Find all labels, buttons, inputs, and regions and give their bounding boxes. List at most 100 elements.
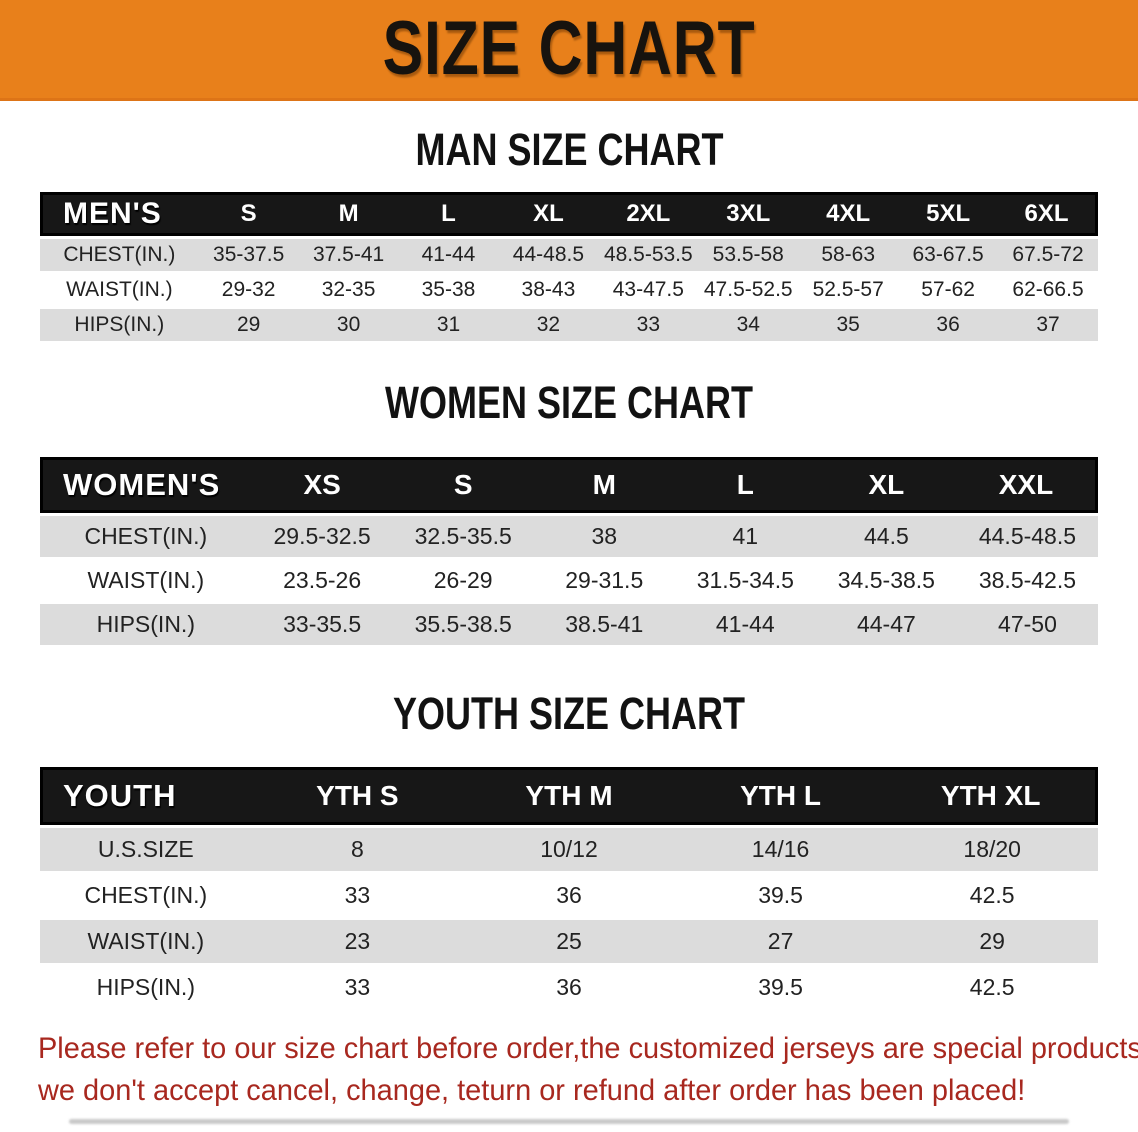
women-size-header: XL xyxy=(815,456,957,513)
value-cell: 34 xyxy=(698,308,799,341)
value-cell: 33 xyxy=(598,308,699,341)
value-cell: 30 xyxy=(298,308,399,341)
row-label: HIPS(IN.) xyxy=(40,308,199,341)
value-cell: 39.5 xyxy=(674,874,887,918)
value-cell: 41 xyxy=(674,515,816,557)
youth-waist-row: WAIST(IN.) 23 25 27 29 xyxy=(40,920,1098,964)
women-size-header: S xyxy=(392,456,534,513)
value-cell: 33-35.5 xyxy=(251,603,393,645)
youth-size-header: YTH L xyxy=(674,767,887,826)
men-size-header: 6XL xyxy=(998,191,1098,236)
women-size-header: XS xyxy=(251,456,393,513)
women-section-heading: WOMEN SIZE CHART xyxy=(0,377,1138,429)
value-cell: 52.5-57 xyxy=(798,273,899,306)
value-cell: 48.5-53.5 xyxy=(598,238,699,271)
youth-chest-row: CHEST(IN.) 33 36 39.5 42.5 xyxy=(40,874,1098,918)
youth-header-row: YOUTH YTH S YTH M YTH L YTH XL xyxy=(40,767,1098,826)
value-cell: 35-38 xyxy=(398,273,499,306)
youth-ussize-row: U.S.SIZE 8 10/12 14/16 18/20 xyxy=(40,828,1098,872)
men-waist-row: WAIST(IN.) 29-32 32-35 35-38 38-43 43-47… xyxy=(40,273,1098,306)
men-size-table: MEN'S S M L XL 2XL 3XL 4XL 5XL 6XL CHEST… xyxy=(40,189,1098,344)
value-cell: 47-50 xyxy=(956,603,1098,645)
value-cell: 44-47 xyxy=(815,603,957,645)
value-cell: 57-62 xyxy=(898,273,999,306)
women-section: WOMEN SIZE CHART WOMEN'S XS S M L XL XXL… xyxy=(0,377,1138,648)
row-label: WAIST(IN.) xyxy=(40,559,252,601)
disclaimer-line-1: Please refer to our size chart before or… xyxy=(38,1032,1138,1066)
value-cell: 43-47.5 xyxy=(598,273,699,306)
youth-section: YOUTH SIZE CHART YOUTH YTH S YTH M YTH L… xyxy=(0,688,1138,1013)
value-cell: 38 xyxy=(533,515,675,557)
value-cell: 8 xyxy=(251,828,464,872)
men-header-row: MEN'S S M L XL 2XL 3XL 4XL 5XL 6XL xyxy=(40,191,1098,236)
disclaimer-line-2: we don't accept cancel, change, teturn o… xyxy=(38,1073,1026,1107)
value-cell: 38-43 xyxy=(498,273,599,306)
value-cell: 62-66.5 xyxy=(998,273,1098,306)
value-cell: 33 xyxy=(251,874,464,918)
value-cell: 38.5-42.5 xyxy=(956,559,1098,601)
value-cell: 23 xyxy=(251,920,464,964)
men-size-header: L xyxy=(398,191,499,236)
value-cell: 41-44 xyxy=(674,603,816,645)
men-hips-row: HIPS(IN.) 29 30 31 32 33 34 35 36 37 xyxy=(40,308,1098,341)
value-cell: 37.5-41 xyxy=(298,238,399,271)
youth-size-header: YTH M xyxy=(463,767,675,826)
value-cell: 44.5 xyxy=(815,515,957,557)
value-cell: 67.5-72 xyxy=(998,238,1098,271)
men-corner-label: MEN'S xyxy=(40,191,199,236)
youth-size-header: YTH S xyxy=(251,767,464,826)
women-size-table: WOMEN'S XS S M L XL XXL CHEST(IN.) 29.5-… xyxy=(40,454,1098,648)
value-cell: 31 xyxy=(398,308,499,341)
page-title: SIZE CHART xyxy=(336,11,802,87)
men-section-heading-text: MAN SIZE CHART xyxy=(414,124,723,175)
value-cell: 32.5-35.5 xyxy=(392,515,534,557)
women-corner-label: WOMEN'S xyxy=(40,456,252,513)
women-waist-row: WAIST(IN.) 23.5-26 26-29 29-31.5 31.5-34… xyxy=(40,559,1098,601)
disclaimer: Please refer to our size chart before or… xyxy=(38,1028,1138,1111)
value-cell: 41-44 xyxy=(398,238,499,271)
row-label: WAIST(IN.) xyxy=(40,273,199,306)
row-label: CHEST(IN.) xyxy=(40,238,199,271)
value-cell: 37 xyxy=(998,308,1098,341)
youth-size-header: YTH XL xyxy=(886,767,1098,826)
men-section: MAN SIZE CHART MEN'S S M L XL 2XL 3XL 4X… xyxy=(0,124,1138,344)
value-cell: 53.5-58 xyxy=(698,238,799,271)
row-label: WAIST(IN.) xyxy=(40,920,252,964)
men-size-header: 5XL xyxy=(898,191,999,236)
value-cell: 34.5-38.5 xyxy=(815,559,957,601)
value-cell: 26-29 xyxy=(392,559,534,601)
youth-hips-row: HIPS(IN.) 33 36 39.5 42.5 xyxy=(40,966,1098,1010)
youth-corner-label: YOUTH xyxy=(40,767,252,826)
value-cell: 29 xyxy=(886,920,1098,964)
men-section-heading: MAN SIZE CHART xyxy=(0,124,1138,176)
women-size-header: M xyxy=(533,456,675,513)
value-cell: 38.5-41 xyxy=(533,603,675,645)
value-cell: 14/16 xyxy=(674,828,887,872)
value-cell: 29-31.5 xyxy=(533,559,675,601)
value-cell: 35.5-38.5 xyxy=(392,603,534,645)
value-cell: 58-63 xyxy=(798,238,899,271)
value-cell: 42.5 xyxy=(886,874,1098,918)
men-size-header: M xyxy=(298,191,399,236)
value-cell: 44.5-48.5 xyxy=(956,515,1098,557)
row-label: CHEST(IN.) xyxy=(40,874,252,918)
women-size-header: L xyxy=(674,456,816,513)
women-header-row: WOMEN'S XS S M L XL XXL xyxy=(40,456,1098,513)
value-cell: 35-37.5 xyxy=(198,238,299,271)
value-cell: 47.5-52.5 xyxy=(698,273,799,306)
value-cell: 35 xyxy=(798,308,899,341)
men-size-header: 2XL xyxy=(598,191,699,236)
value-cell: 10/12 xyxy=(463,828,675,872)
women-section-heading-text: WOMEN SIZE CHART xyxy=(384,376,753,428)
value-cell: 31.5-34.5 xyxy=(674,559,816,601)
value-cell: 23.5-26 xyxy=(251,559,393,601)
value-cell: 44-48.5 xyxy=(498,238,599,271)
value-cell: 42.5 xyxy=(886,966,1098,1010)
value-cell: 25 xyxy=(463,920,675,964)
value-cell: 32-35 xyxy=(298,273,399,306)
youth-size-table: YOUTH YTH S YTH M YTH L YTH XL U.S.SIZE … xyxy=(40,764,1098,1012)
page-title-text: SIZE CHART xyxy=(382,6,756,91)
women-chest-row: CHEST(IN.) 29.5-32.5 32.5-35.5 38 41 44.… xyxy=(40,515,1098,557)
row-label: CHEST(IN.) xyxy=(40,515,252,557)
